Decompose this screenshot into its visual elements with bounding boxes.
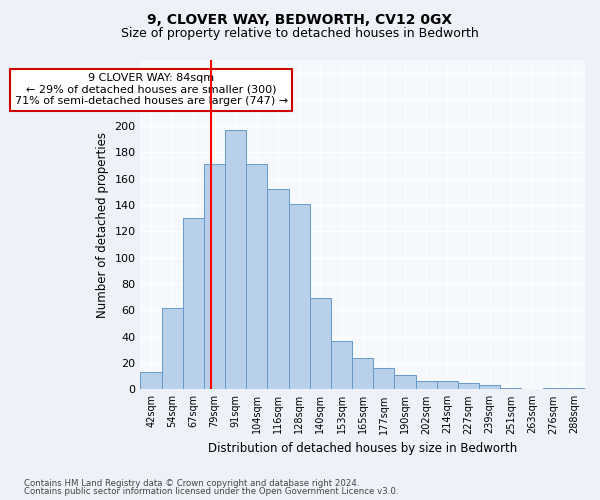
Text: 9 CLOVER WAY: 84sqm
← 29% of detached houses are smaller (300)
71% of semi-detac: 9 CLOVER WAY: 84sqm ← 29% of detached ho…: [14, 73, 287, 106]
Bar: [140, 372, 161, 390]
Bar: [247, 164, 268, 390]
Bar: [500, 388, 521, 390]
Bar: [542, 388, 564, 390]
Bar: [289, 204, 310, 390]
Text: Contains public sector information licensed under the Open Government Licence v3: Contains public sector information licen…: [24, 487, 398, 496]
Bar: [437, 382, 458, 390]
Bar: [373, 368, 394, 390]
Bar: [310, 298, 331, 390]
Bar: [394, 375, 416, 390]
Bar: [458, 382, 479, 390]
Bar: [183, 218, 204, 390]
Bar: [204, 164, 225, 390]
Bar: [564, 388, 585, 390]
Text: 9, CLOVER WAY, BEDWORTH, CV12 0GX: 9, CLOVER WAY, BEDWORTH, CV12 0GX: [148, 12, 452, 26]
Text: Size of property relative to detached houses in Bedworth: Size of property relative to detached ho…: [121, 28, 479, 40]
X-axis label: Distribution of detached houses by size in Bedworth: Distribution of detached houses by size …: [208, 442, 517, 455]
Bar: [416, 382, 437, 390]
Bar: [268, 189, 289, 390]
Y-axis label: Number of detached properties: Number of detached properties: [96, 132, 109, 318]
Bar: [161, 308, 183, 390]
Bar: [479, 386, 500, 390]
Text: Contains HM Land Registry data © Crown copyright and database right 2024.: Contains HM Land Registry data © Crown c…: [24, 478, 359, 488]
Bar: [225, 130, 247, 390]
Bar: [352, 358, 373, 390]
Bar: [331, 340, 352, 390]
